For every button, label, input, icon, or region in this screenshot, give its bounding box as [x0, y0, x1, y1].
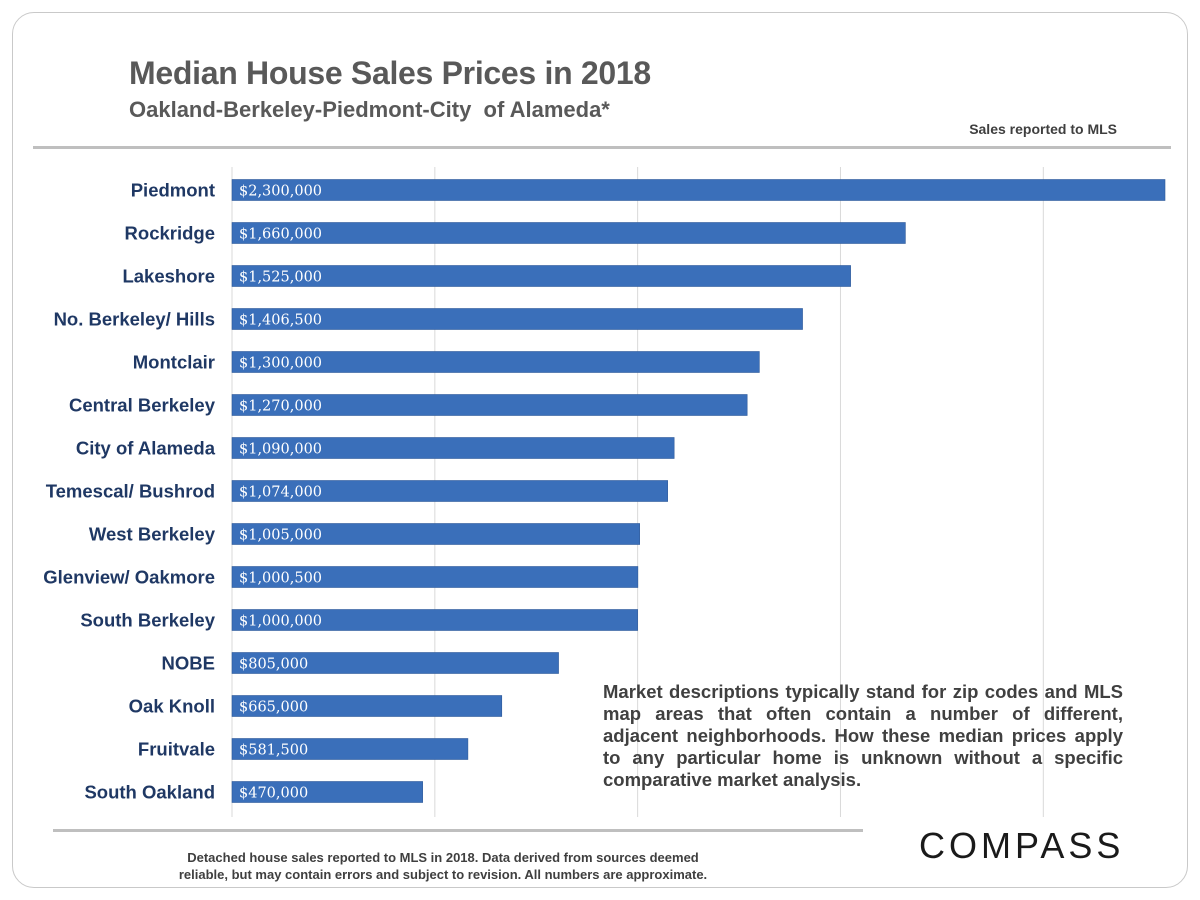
bar-9	[231, 523, 640, 545]
category-label-6: Central Berkeley	[69, 395, 216, 416]
category-label-7: City of Alameda	[76, 438, 216, 459]
data-label-6: $1,270,000	[239, 399, 322, 415]
category-label-9: West Berkeley	[89, 524, 216, 545]
category-label-2: Rockridge	[125, 223, 215, 244]
data-label-5: $1,300,000	[239, 356, 322, 372]
chart-card: Median House Sales Prices in 2018 Oaklan…	[12, 12, 1188, 888]
data-label-14: $581,500	[239, 743, 308, 759]
data-label-8: $1,074,000	[239, 485, 322, 501]
data-label-9: $1,005,000	[239, 528, 322, 544]
bar-10	[231, 566, 639, 588]
footer-disclaimer: Detached house sales reported to MLS in …	[143, 849, 743, 883]
footer-line-2: reliable, but may contain errors and sub…	[178, 867, 708, 882]
category-label-4: No. Berkeley/ Hills	[54, 309, 215, 330]
category-label-11: South Berkeley	[80, 610, 215, 631]
bar-3	[231, 265, 851, 287]
data-label-7: $1,090,000	[239, 442, 322, 458]
category-label-8: Temescal/ Bushrod	[46, 481, 215, 502]
category-label-14: Fruitvale	[138, 739, 215, 760]
chart-title: Median House Sales Prices in 2018	[129, 55, 651, 91]
bar-2	[231, 222, 906, 244]
bar-15	[231, 781, 423, 803]
category-label-1: Piedmont	[131, 180, 215, 201]
bar-4	[231, 308, 803, 330]
data-label-3: $1,525,000	[239, 270, 322, 286]
source-note: Sales reported to MLS	[969, 121, 1117, 137]
compass-logo: COMPASS	[919, 825, 1125, 866]
footer-line-1: Detached house sales reported to MLS in …	[187, 850, 699, 865]
bar-11	[231, 609, 638, 631]
data-label-10: $1,000,500	[239, 571, 322, 587]
category-label-12: NOBE	[162, 653, 215, 674]
bar-8	[231, 480, 668, 502]
bar-7	[231, 437, 675, 459]
bar-6	[231, 394, 748, 416]
data-label-4: $1,406,500	[239, 313, 322, 329]
category-label-5: Montclair	[133, 352, 215, 373]
bar-14	[231, 738, 469, 760]
category-label-3: Lakeshore	[122, 266, 215, 287]
data-label-12: $805,000	[239, 657, 308, 673]
category-label-15: South Oakland	[84, 782, 215, 803]
category-label-13: Oak Knoll	[129, 696, 215, 717]
data-label-13: $665,000	[239, 700, 308, 716]
market-description-callout: Market descriptions typically stand for …	[603, 681, 1123, 790]
data-label-15: $470,000	[239, 786, 308, 802]
bar-chart: $2,300,000 Piedmont $1,660,000 Rockridge $1,…	[43, 167, 1166, 817]
chart-subtitle: Oakland-Berkeley-Piedmont-City of Alamed…	[129, 97, 610, 122]
category-label-10: Glenview/ Oakmore	[43, 567, 215, 588]
data-label-2: $1,660,000	[239, 227, 322, 243]
bar-12	[231, 652, 559, 674]
data-label-1: $2,300,000	[239, 184, 322, 200]
bar-13	[231, 695, 503, 717]
bar-1	[231, 179, 1166, 201]
bottom-divider	[53, 829, 863, 832]
bar-5	[231, 351, 760, 373]
data-label-11: $1,000,000	[239, 614, 322, 630]
top-divider	[33, 146, 1171, 149]
